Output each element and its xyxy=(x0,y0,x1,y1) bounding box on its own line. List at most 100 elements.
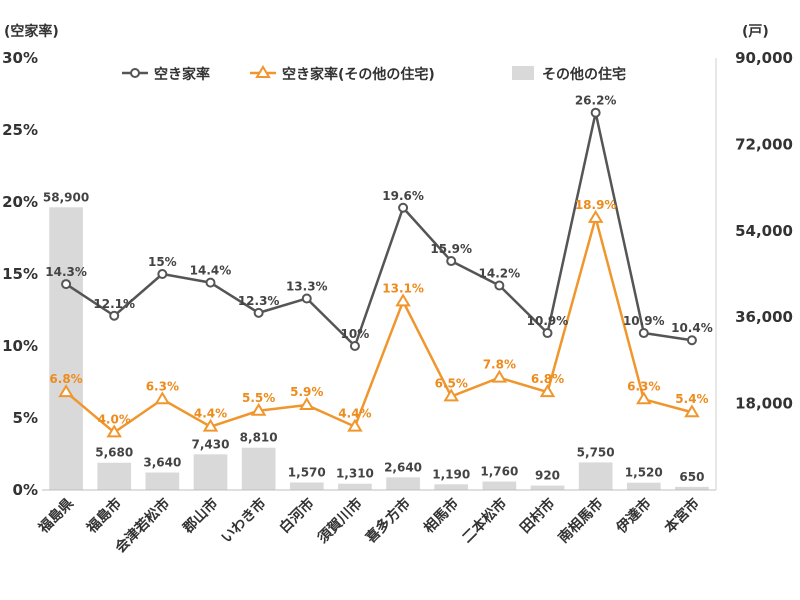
x-tick-label: 伊達市 xyxy=(612,495,654,537)
legend-other-label: 空き家率(その他の住宅) xyxy=(282,66,435,83)
bar xyxy=(289,482,324,490)
bar xyxy=(482,481,517,490)
bar xyxy=(97,462,132,490)
x-tick-label: 田村市 xyxy=(517,495,559,537)
bar-value-label: 2,640 xyxy=(384,460,422,474)
point-marker xyxy=(446,256,457,267)
legend-total-marker xyxy=(130,68,140,78)
x-tick-label: 二本松市 xyxy=(459,495,511,547)
bar xyxy=(530,485,565,490)
x-tick-label: 福島市 xyxy=(83,495,125,537)
bar xyxy=(386,477,420,490)
point-marker xyxy=(494,280,505,291)
total-rate-label: 10% xyxy=(341,327,370,341)
point-marker xyxy=(106,424,122,438)
bar-value-label: 1,570 xyxy=(288,465,326,479)
total-rate-label: 10.4% xyxy=(671,321,713,335)
point-marker xyxy=(638,328,649,339)
bar-value-label: 8,810 xyxy=(240,431,278,445)
bar-value-label: 650 xyxy=(679,470,704,484)
point-marker xyxy=(347,418,363,432)
bar xyxy=(578,462,613,490)
total-rate-label: 10.9% xyxy=(623,314,665,328)
point-marker xyxy=(590,107,601,118)
bar-value-label: 1,310 xyxy=(336,467,374,481)
y-tick-left: 15% xyxy=(2,265,38,283)
series-line xyxy=(65,216,693,434)
legend-other-marker xyxy=(255,65,271,78)
x-tick-label: 白河市 xyxy=(276,495,318,537)
point-marker xyxy=(491,369,508,383)
point-marker xyxy=(684,404,700,418)
point-marker xyxy=(443,388,459,402)
point-marker xyxy=(157,269,168,279)
other-rate-label: 5.9% xyxy=(290,385,323,399)
y-tick-left: 0% xyxy=(13,481,38,499)
right-axis-unit: (戸) xyxy=(742,24,769,40)
x-tick-label: 喜多方市 xyxy=(362,495,414,547)
x-tick-label: いわき市 xyxy=(218,495,270,547)
y-tick-left: 5% xyxy=(13,409,38,427)
point-marker xyxy=(299,397,315,411)
series-line xyxy=(65,111,693,348)
other-rate-label: 4.4% xyxy=(338,407,371,421)
point-marker xyxy=(61,279,72,290)
total-rate-label: 12.3% xyxy=(238,294,280,308)
bar-value-label: 58,900 xyxy=(43,190,89,204)
point-marker xyxy=(301,293,312,304)
other-rate-label: 6.3% xyxy=(146,379,179,393)
total-rate-label: 13.3% xyxy=(286,279,328,293)
other-rate-label: 6.8% xyxy=(531,372,564,386)
legend-bar-swatch xyxy=(512,66,534,80)
bar-value-label: 1,760 xyxy=(480,465,518,479)
y-tick-left: 25% xyxy=(2,121,38,139)
point-marker xyxy=(250,402,267,416)
other-rate-label: 4.0% xyxy=(98,412,131,426)
point-marker xyxy=(253,307,264,318)
point-marker xyxy=(395,293,411,307)
point-marker xyxy=(587,209,604,223)
left-axis-unit: (空家率) xyxy=(4,23,59,40)
other-rate-label: 18.9% xyxy=(575,198,617,212)
total-rate-label: 10.9% xyxy=(527,314,569,328)
data-labels: 58,900 5,680 3,640 7,430 8,810 1,570 1,310 2,64… xyxy=(43,94,713,484)
bar-value-label: 7,430 xyxy=(192,437,230,451)
point-marker xyxy=(205,277,216,288)
y-tick-left: 20% xyxy=(2,193,38,211)
total-rate-label: 19.6% xyxy=(382,189,424,203)
other-rate-label: 7.8% xyxy=(483,358,516,372)
legend: 空き家率 空き家率(その他の住宅) その他の住宅 xyxy=(122,65,626,83)
y-tick-right: 54,000 xyxy=(735,222,793,240)
y-tick-right: 72,000 xyxy=(735,135,793,153)
x-tick-label: 須賀川市 xyxy=(313,495,365,547)
bar xyxy=(434,484,469,490)
total-rate-label: 15% xyxy=(148,255,177,269)
bar-value-label: 1,520 xyxy=(625,466,663,480)
bar-value-label: 1,190 xyxy=(432,467,470,481)
other-rate-label: 5.5% xyxy=(242,391,275,405)
bar xyxy=(338,483,372,490)
bar xyxy=(675,486,709,490)
x-tick-label: 福島県 xyxy=(34,495,76,537)
point-marker xyxy=(58,384,74,398)
other-rate-label: 6.5% xyxy=(435,376,468,390)
bar-value-label: 920 xyxy=(535,469,560,483)
point-marker xyxy=(398,202,409,213)
y-tick-left: 10% xyxy=(2,337,38,355)
y-tick-right: 36,000 xyxy=(735,308,793,326)
point-marker xyxy=(109,310,120,321)
bar-value-label: 3,640 xyxy=(143,456,181,470)
x-tick-label: 南相馬市 xyxy=(555,495,607,547)
x-tick-label: 相馬市 xyxy=(420,495,462,537)
bar xyxy=(145,472,180,490)
point-marker xyxy=(542,328,553,339)
point-marker xyxy=(686,335,697,346)
total-rate-label: 12.1% xyxy=(93,297,135,311)
total-rate-label: 15.9% xyxy=(430,242,472,256)
bar-value-label: 5,680 xyxy=(95,446,133,460)
bar-value-label: 5,750 xyxy=(577,445,615,459)
x-tick-label: 郡山市 xyxy=(179,495,221,537)
y-tick-left: 30% xyxy=(2,49,38,67)
point-marker xyxy=(154,391,171,405)
